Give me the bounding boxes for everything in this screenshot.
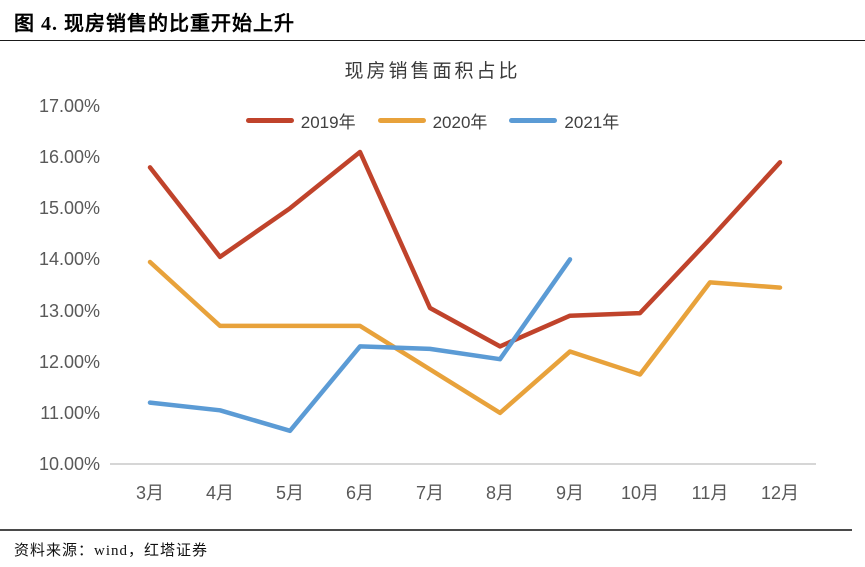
chart-title: 现房销售面积占比: [344, 61, 521, 82]
series-line-2020年: [147, 259, 783, 416]
legend-line-icon: [509, 118, 558, 123]
legend-label: 2019年: [300, 113, 356, 132]
y-tick-label: 15.00%: [38, 198, 100, 219]
legend-item-2021年: 2021年: [509, 108, 619, 133]
x-tick-label: 11月: [691, 483, 729, 503]
x-tick-label: 3月: [135, 483, 164, 503]
y-tick-label: 14.00%: [38, 249, 100, 270]
figure-title: 图 4. 现房销售的比重开始上升: [14, 13, 295, 35]
x-tick-label: 12月: [760, 483, 800, 503]
x-tick-label: 5月: [275, 483, 304, 503]
source-note: 资料来源：wind，红塔证券: [14, 543, 209, 559]
y-tick-label: 10.00%: [38, 454, 100, 474]
x-tick-label: 9月: [555, 483, 584, 503]
x-tick-label: 7月: [415, 483, 444, 503]
y-tick-label: 13.00%: [38, 300, 100, 321]
y-tick-label: 16.00%: [38, 147, 100, 168]
x-tick-label: 4月: [205, 483, 234, 503]
chart-legend: 2019年 2020年 2021年: [0, 108, 865, 133]
legend-line-icon: [245, 118, 294, 123]
legend-label: 2021年: [564, 113, 620, 132]
legend-item-2019年: 2019年: [245, 108, 356, 133]
series-line-2021年: [147, 257, 573, 434]
y-tick-label: 12.00%: [38, 351, 100, 372]
x-tick-label: 10月: [620, 483, 660, 503]
series-line-2019年: [147, 149, 783, 349]
footer-divider: [0, 529, 852, 531]
legend-label: 2020年: [432, 113, 488, 132]
x-tick-label: 8月: [485, 483, 514, 503]
x-tick-label: 6月: [345, 483, 374, 503]
title-divider: [0, 40, 865, 41]
legend-line-icon: [377, 118, 426, 123]
y-tick-label: 17.00%: [38, 96, 100, 116]
y-tick-label: 11.00%: [40, 402, 100, 423]
legend-item-2020年: 2020年: [377, 108, 488, 133]
